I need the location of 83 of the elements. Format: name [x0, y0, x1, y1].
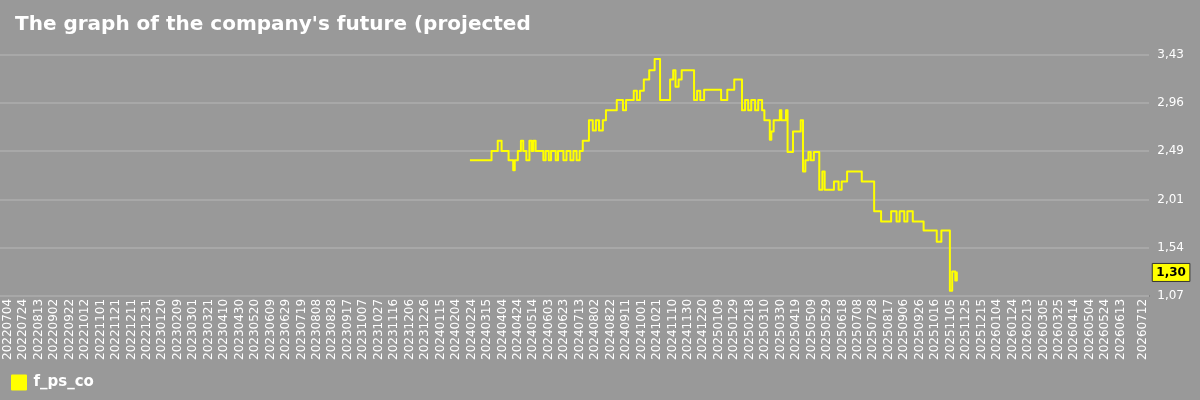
x-tick-label: 20220902 [46, 298, 61, 360]
x-tick-label: 20240822 [602, 298, 617, 360]
x-tick-label: 20241021 [649, 298, 664, 360]
x-tick-label: 20230917 [339, 298, 354, 360]
x-tick-label: 20260414 [1066, 298, 1081, 360]
x-tick-label: 20240315 [479, 298, 494, 360]
x-tick-label: 20260104 [989, 298, 1004, 360]
y-tick-label: 2,96 [1157, 95, 1184, 110]
x-tick-label: 20240713 [571, 298, 586, 360]
x-tick-label: 20250310 [757, 298, 772, 360]
x-tick-label: 20241220 [695, 298, 710, 360]
x-tick-label: 20250529 [819, 298, 834, 360]
x-tick-label: 20260305 [1035, 298, 1050, 360]
x-tick-label: 20231116 [386, 298, 401, 360]
x-tick-label: 20221121 [108, 298, 123, 360]
x-tick-label: 20240514 [525, 298, 540, 360]
x-tick-label: 20250926 [911, 298, 926, 360]
x-tick-label: 20230828 [324, 298, 339, 360]
x-tick-label: 20231206 [401, 298, 416, 360]
x-tick-label: 20230430 [231, 298, 246, 360]
x-tick-label: 20221231 [138, 298, 153, 360]
x-tick-label: 20240623 [556, 298, 571, 360]
y-tick-label: 2,01 [1157, 192, 1184, 207]
x-tick-label: 20260712 [1135, 298, 1150, 360]
x-tick-label: 20250509 [803, 298, 818, 360]
y-tick-label: 2,49 [1157, 143, 1184, 158]
x-tick-label: 20230520 [247, 298, 262, 360]
y-tick-label: 3,43 [1157, 47, 1184, 62]
x-tick-label: 20221012 [77, 298, 92, 360]
x-tick-label: 20250218 [741, 298, 756, 360]
x-tick-label: 20230719 [293, 298, 308, 360]
x-tick-label: 20240224 [463, 298, 478, 360]
x-tick-label: 20230301 [185, 298, 200, 360]
x-tick-label: 20240911 [618, 298, 633, 360]
x-tick-label: 20250906 [896, 298, 911, 360]
legend-label: f_ps_co [33, 372, 94, 391]
x-tick-label: 20230209 [169, 298, 184, 360]
x-tick-label: 20260213 [1020, 298, 1035, 360]
x-tick-label: 20240603 [540, 298, 555, 360]
x-tick-label: 20260504 [1081, 298, 1096, 360]
x-tick-label: 20240115 [432, 298, 447, 360]
x-tick-label: 20231007 [355, 298, 370, 360]
x-tick-label: 20250330 [772, 298, 787, 360]
x-tick-label: 20231027 [370, 298, 385, 360]
x-tick-label: 20260613 [1112, 298, 1127, 360]
x-tick-label: 20221211 [123, 298, 138, 360]
x-tick-label: 20220724 [15, 298, 30, 360]
chart-title: The graph of the company's future (projected [15, 11, 531, 36]
x-tick-label: 20250817 [880, 298, 895, 360]
x-tick-label: 20251105 [942, 298, 957, 360]
x-tick-label: 20250109 [710, 298, 725, 360]
y-tick-label: 1,07 [1157, 288, 1184, 303]
x-tick-label: 20240802 [587, 298, 602, 360]
x-tick-label: 20230120 [154, 298, 169, 360]
x-tick-label: 20251215 [973, 298, 988, 360]
x-tick-label: 20250708 [850, 298, 865, 360]
x-tick-label: 20241130 [679, 298, 694, 360]
x-tick-label: 20220922 [61, 298, 76, 360]
x-tick-label: 20230609 [262, 298, 277, 360]
x-tick-label: 20221101 [92, 298, 107, 360]
x-tick-label: 20250728 [865, 298, 880, 360]
x-tick-label: 20260325 [1050, 298, 1065, 360]
x-tick-label: 20240204 [448, 298, 463, 360]
x-tick-label: 20251125 [958, 298, 973, 360]
x-tick-label: 20241001 [633, 298, 648, 360]
x-tick-label: 20251016 [927, 298, 942, 360]
x-tick-label: 20240424 [509, 298, 524, 360]
x-tick-label: 20230808 [309, 298, 324, 360]
text: 1,30 [1156, 264, 1186, 279]
x-tick-label: 20260524 [1097, 298, 1112, 360]
x-tick-label: 20230321 [200, 298, 215, 360]
x-tick-label: 20230410 [216, 298, 231, 360]
x-tick-label: 20240404 [494, 298, 509, 360]
x-tick-label: 20250419 [788, 298, 803, 360]
x-tick-label: 20250618 [834, 298, 849, 360]
x-tick-label: 20220704 [0, 298, 14, 360]
x-tick-label: 20241110 [664, 298, 679, 360]
x-tick-label: 20220813 [30, 298, 45, 360]
x-tick-label: 20260124 [1004, 298, 1019, 360]
y-tick-label: 1,54 [1157, 240, 1184, 255]
x-tick-label: 20230629 [278, 298, 293, 360]
x-tick-label: 20231226 [417, 298, 432, 360]
x-tick-label: 20250129 [726, 298, 741, 360]
